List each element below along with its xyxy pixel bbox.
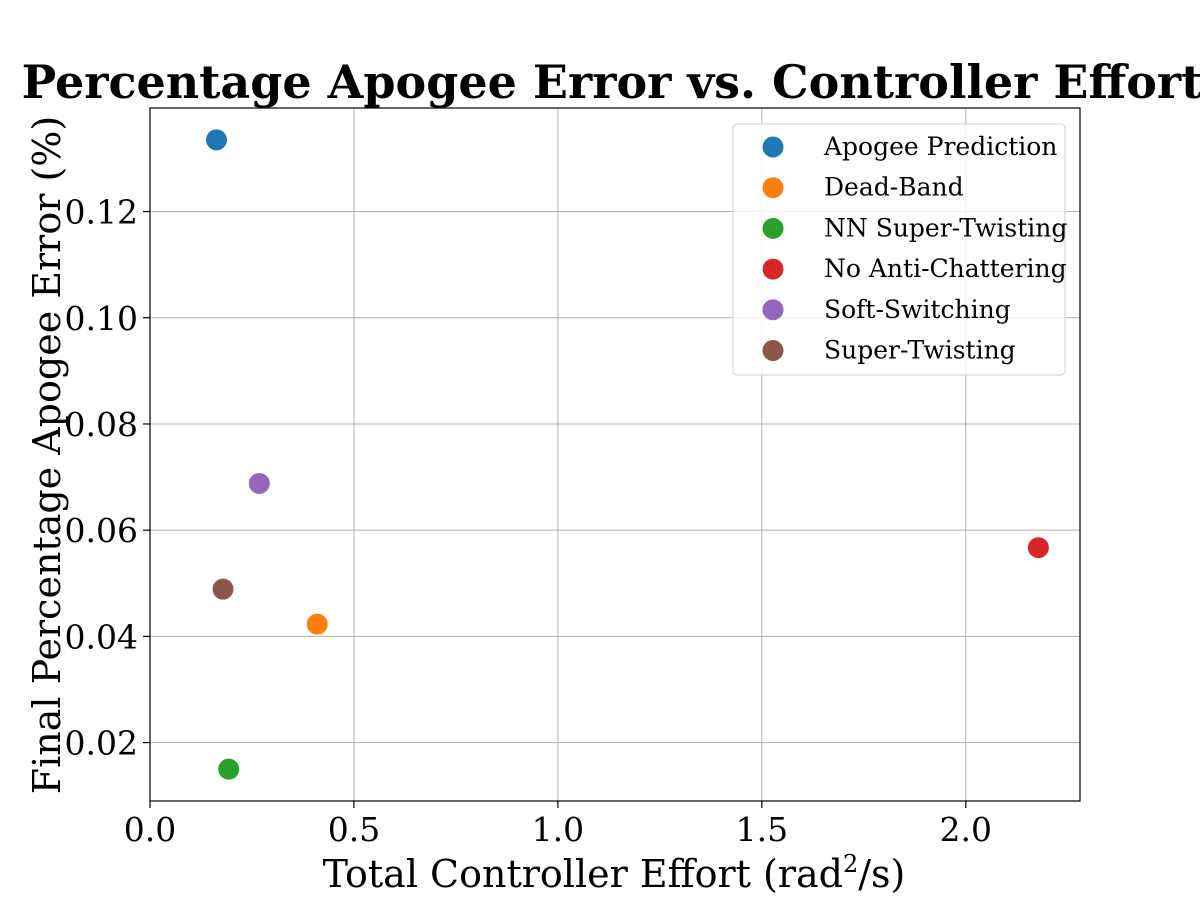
x-tick-label: 0.5 <box>328 810 380 849</box>
legend-marker <box>762 217 784 239</box>
x-axis-label-prefix: Total Controller Effort (rad <box>323 852 843 896</box>
y-tick-label: 0.08 <box>65 405 138 444</box>
legend-entry-label: No Anti-Chattering <box>824 254 1067 283</box>
x-tick-label: 2.0 <box>940 810 992 849</box>
legend-marker <box>762 177 784 199</box>
legend-entry-label: Super-Twisting <box>824 336 1016 365</box>
x-tick-label: 1.5 <box>736 810 788 849</box>
legend-entry-label: Dead-Band <box>824 173 964 202</box>
x-tick-label: 1.0 <box>532 810 584 849</box>
y-axis-label: Final Percentage Apogee Error (%) <box>25 116 69 794</box>
data-point <box>205 129 227 151</box>
legend: Apogee Prediction Dead-Band NN Super-Twist… <box>732 123 1067 376</box>
legend-entry-label: NN Super-Twisting <box>824 213 1067 242</box>
legend-entry-label: Soft-Switching <box>824 295 1011 324</box>
data-point <box>212 578 234 600</box>
x-tick-label: 0.0 <box>124 810 176 849</box>
legend-marker <box>762 136 784 158</box>
legend-box <box>732 123 1066 376</box>
x-axis-label: Total Controller Effort (rad2/s) <box>323 850 906 896</box>
axis-ticks: 0.0 0.5 1.0 1.5 2.0 0.02 0.04 0.06 0.08 0.10 0.12 <box>65 193 993 849</box>
x-axis-label-suffix: /s) <box>858 852 905 896</box>
data-point <box>1027 537 1049 559</box>
legend-marker <box>762 258 784 280</box>
data-point <box>306 613 328 635</box>
y-tick-label: 0.06 <box>65 511 138 550</box>
y-tick-label: 0.04 <box>65 617 138 656</box>
y-tick-label: 0.12 <box>65 193 138 232</box>
data-points <box>205 129 1049 780</box>
legend-marker <box>762 340 784 361</box>
x-axis-label-superscript: 2 <box>843 850 858 878</box>
legend-entry-label: Apogee Prediction <box>823 132 1057 161</box>
data-point <box>248 472 270 494</box>
data-point <box>218 758 240 780</box>
y-tick-label: 0.10 <box>65 299 138 338</box>
y-tick-label: 0.02 <box>65 724 138 763</box>
legend-marker <box>762 299 784 321</box>
chart-title: Percentage Apogee Error vs. Controller E… <box>22 55 1200 109</box>
plot-area-frame <box>149 107 1081 802</box>
